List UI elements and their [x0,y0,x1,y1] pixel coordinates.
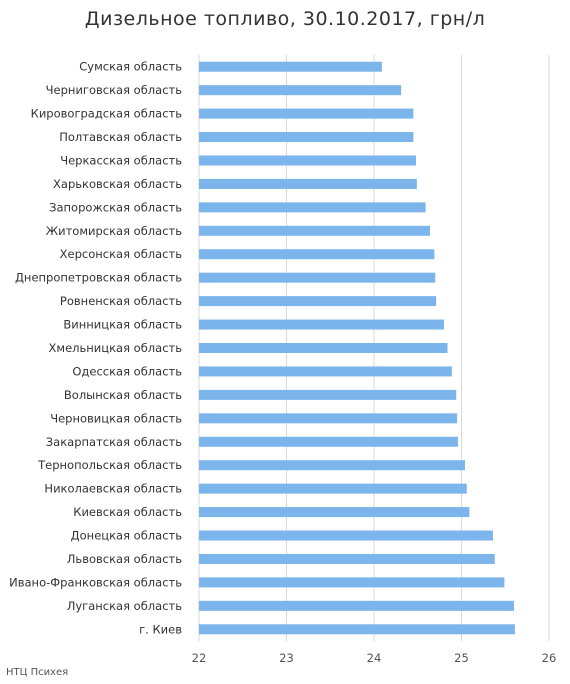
chart-title: Дизельное топливо, 30.10.2017, грн/л [84,8,486,30]
bar [199,249,435,260]
category-label: Львовская область [67,552,182,566]
bar [199,178,417,189]
bar [199,85,402,96]
source-note: НТЦ Психея [6,667,69,678]
bar [199,483,467,494]
category-label: Харьковская область [53,177,182,191]
category-label: Черниговская область [46,83,183,97]
category-label: Тернопольская область [37,458,182,472]
category-label: Черновицкая область [50,411,182,425]
bar [199,319,444,330]
x-tick-label: 22 [192,651,207,665]
x-tick-label: 24 [367,651,382,665]
bar [199,343,448,353]
category-label: Киевская область [73,505,182,519]
category-label: Черкасская область [60,153,182,167]
category-label: Сумская область [79,60,182,74]
bar [199,577,505,588]
category-label: Николаевская область [44,482,182,496]
bar [199,225,430,236]
bar [199,296,437,307]
category-label: Луганская область [67,599,182,613]
category-label: Хмельницкая область [49,341,183,355]
category-label: г. Киев [139,622,182,636]
category-label: Закарпатская область [46,435,182,449]
category-label: Одесская область [72,364,182,378]
bar [199,624,515,635]
category-label: Винницкая область [63,318,182,332]
bar [199,553,495,564]
x-tick-label: 25 [454,651,469,665]
bar [199,108,414,119]
bars [199,61,515,635]
category-label: Полтавская область [59,130,182,144]
bar [199,530,493,541]
bar [199,132,414,143]
bar [199,460,465,471]
bar [199,507,470,518]
bar [199,272,436,283]
x-tick-label: 26 [542,651,557,665]
bar [199,600,514,611]
category-label: Ивано-Франковская область [9,575,182,589]
category-label: Волынская область [64,388,182,402]
bar [199,366,452,377]
category-label: Днепропетровская область [15,271,182,285]
category-label: Ровненская область [60,294,182,308]
bar [199,389,457,400]
bar [199,436,458,447]
bar [199,202,426,213]
x-tick-label: 23 [279,651,294,665]
category-label: Житомирская область [46,224,182,238]
category-label: Донецкая область [71,529,183,543]
bar [199,155,416,166]
bar [199,61,382,72]
category-label: Запорожская область [49,200,182,214]
category-label: Кировоградская область [31,107,183,121]
bar [199,413,458,424]
axis-tick-labels: 22 23 24 25 26 [192,651,557,665]
category-labels: Сумская область Черниговская область Киров… [9,60,182,637]
category-label: Херсонская область [60,247,183,261]
